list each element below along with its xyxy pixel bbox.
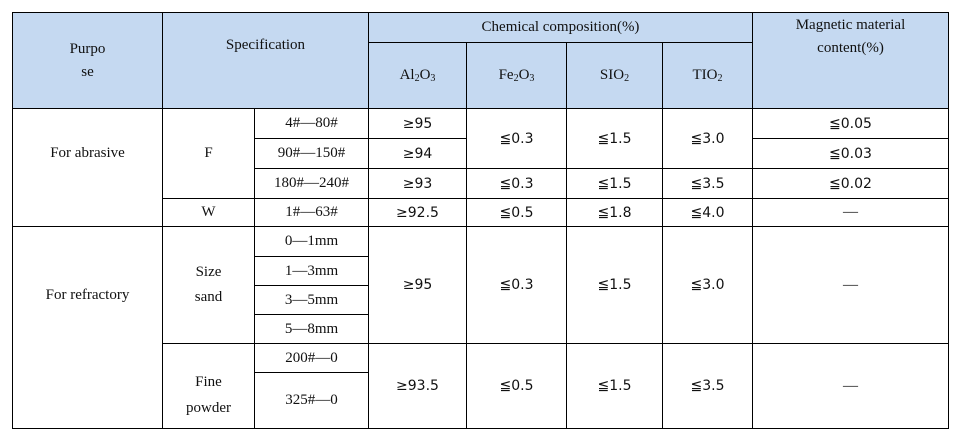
magnetic-cell: —: [752, 198, 949, 227]
tio2-cell: ≦3.5: [662, 343, 753, 429]
fe2o3-cell: ≦0.3: [466, 108, 567, 169]
size-cell: 5—8mm: [254, 314, 369, 344]
sio2-cell: ≦1.5: [566, 226, 663, 344]
sio2-cell: ≦1.5: [566, 108, 663, 169]
size-sand-line1: Size: [195, 264, 222, 280]
header-sio2: SIO2: [566, 42, 663, 109]
sio2-cell: ≦1.5: [566, 168, 663, 199]
size-cell: 4#—80#: [254, 108, 369, 139]
al2o3-cell: ≥93.5: [368, 343, 467, 429]
size-sand-line2: sand: [194, 289, 223, 305]
size-cell: 90#—150#: [254, 138, 369, 169]
tio2-cell: ≦3.0: [662, 108, 753, 169]
size-cell: 325#—0: [254, 372, 369, 429]
header-specification: Specification: [162, 12, 369, 109]
magnetic-cell: ≦0.03: [752, 138, 949, 169]
size-cell: 1#—63#: [254, 198, 369, 227]
magnetic-cell: ≦0.05: [752, 108, 949, 139]
header-purpose-line1: Purpo: [69, 40, 106, 57]
spec-w-label: W: [162, 198, 255, 227]
header-magnetic-line2: content(%): [817, 40, 884, 56]
fine-powder-line2: powder: [186, 400, 231, 416]
fe2o3-cell: ≦0.3: [466, 168, 567, 199]
size-cell: 200#—0: [254, 343, 369, 373]
fine-powder-line1: Fine: [195, 374, 222, 390]
al2o3-cell: ≥92.5: [368, 198, 467, 227]
al2o3-cell: ≥95: [368, 226, 467, 344]
header-purpose-line2: se: [81, 63, 94, 80]
sio2-cell: ≦1.5: [566, 343, 663, 429]
magnetic-cell: ≦0.02: [752, 168, 949, 199]
purpose-abrasive: For abrasive: [12, 108, 163, 227]
tio2-cell: ≦4.0: [662, 198, 753, 227]
sio2-cell: ≦1.8: [566, 198, 663, 227]
size-cell: 180#—240#: [254, 168, 369, 199]
header-purpose: Purpo se: [12, 12, 163, 109]
composition-table: Purpo se Specification Chemical composit…: [12, 12, 949, 429]
al2o3-cell: ≥93: [368, 168, 467, 199]
spec-fine-powder: Fine powder: [162, 343, 255, 429]
fe2o3-cell: ≦0.5: [466, 198, 567, 227]
size-cell: 1—3mm: [254, 256, 369, 286]
size-cell: 0—1mm: [254, 226, 369, 257]
magnetic-cell: —: [752, 343, 949, 429]
header-magnetic-content: Magnetic material content(%): [752, 12, 949, 109]
magnetic-cell: —: [752, 226, 949, 344]
composition-table-wrapper: Purpo se Specification Chemical composit…: [12, 12, 949, 429]
header-fe2o3: Fe2O3: [466, 42, 567, 109]
spec-f-label: F: [162, 108, 255, 199]
fe2o3-cell: ≦0.3: [466, 226, 567, 344]
purpose-refractory: For refractory: [12, 226, 163, 429]
size-cell: 3—5mm: [254, 285, 369, 315]
al2o3-cell: ≥94: [368, 138, 467, 169]
header-tio2: TIO2: [662, 42, 753, 109]
fe2o3-cell: ≦0.5: [466, 343, 567, 429]
tio2-cell: ≦3.5: [662, 168, 753, 199]
tio2-cell: ≦3.0: [662, 226, 753, 344]
header-chemical-composition: Chemical composition(%): [368, 12, 753, 43]
spec-size-sand: Size sand: [162, 226, 255, 344]
al2o3-cell: ≥95: [368, 108, 467, 139]
header-magnetic-line1: Magnetic material: [795, 17, 906, 33]
header-al2o3: Al2O3: [368, 42, 467, 109]
